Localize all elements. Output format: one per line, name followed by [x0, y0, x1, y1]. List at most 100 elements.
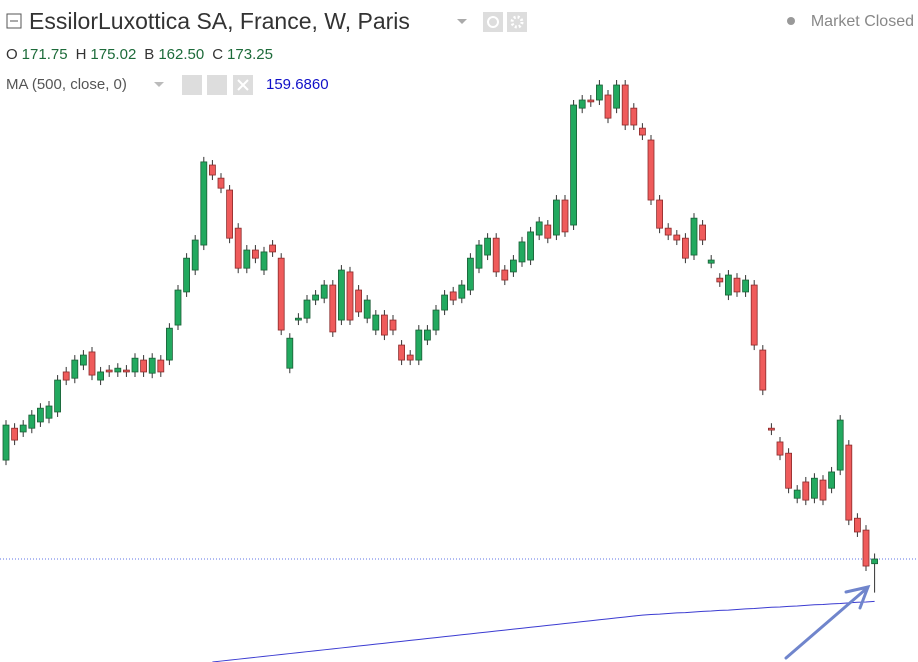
candle-body [389, 319, 397, 331]
candle-body [200, 161, 208, 246]
candle-body [277, 257, 285, 331]
candle-body [105, 369, 113, 373]
candle-body [406, 354, 414, 361]
candle-body [37, 407, 44, 423]
candle-body [234, 227, 242, 269]
candle-body [363, 299, 371, 319]
candle-body [28, 414, 36, 429]
candle-body [165, 327, 173, 361]
dropdown-icon[interactable] [457, 19, 467, 24]
candle-body [647, 139, 655, 201]
collapse-button[interactable] [6, 13, 22, 29]
ohlc-value: 175.02 [90, 46, 136, 63]
ohlc-key: H [76, 46, 87, 63]
candle-body [475, 244, 483, 269]
candle-body [191, 239, 199, 271]
candle-body [707, 259, 715, 264]
market-status: Market Closed [811, 13, 914, 30]
candle-body [613, 84, 620, 109]
candle-body [312, 294, 320, 301]
gear-icon [510, 15, 524, 29]
candle-body [682, 237, 689, 259]
candle-body [466, 257, 474, 291]
candle-body [45, 405, 53, 419]
settings-button[interactable] [507, 12, 527, 32]
candle-body [54, 379, 61, 413]
candle-body [802, 481, 810, 501]
candle-body [639, 127, 646, 136]
candle-body [380, 314, 388, 336]
candle-body [217, 177, 225, 189]
ma-value: 159.6860 [266, 76, 329, 93]
chart-title: EssilorLuxottica SA, France, W, Paris [29, 8, 410, 34]
candle-body [294, 317, 302, 321]
candle-body [578, 99, 586, 109]
ohlc-key: B [144, 46, 154, 63]
ohlc-value: 173.25 [227, 46, 273, 63]
candle-body [346, 271, 354, 321]
candle-body [226, 189, 234, 239]
candle-body [492, 237, 500, 273]
candle-body [785, 452, 792, 489]
candle-body [587, 99, 595, 103]
candle-body [123, 369, 130, 373]
settings-button[interactable] [207, 75, 227, 95]
candle-body [157, 359, 165, 373]
status-dot [787, 17, 795, 25]
candle-body [673, 234, 681, 241]
candle-body [699, 224, 706, 241]
candle-body [71, 359, 79, 379]
candle-body [140, 359, 148, 373]
candle-body [441, 294, 449, 311]
candle-body [509, 259, 517, 273]
candle-body [286, 337, 294, 369]
candle-body [2, 424, 10, 461]
dropdown-icon[interactable] [154, 82, 164, 87]
candle-body [544, 224, 552, 239]
ma-label: MA (500, close, 0) [6, 76, 127, 93]
candle-body [750, 284, 758, 346]
candle-body [303, 299, 311, 319]
close-icon [237, 79, 249, 91]
candle-body [518, 241, 526, 263]
candle-body [320, 284, 328, 299]
candle-body [484, 237, 492, 256]
candle-body [398, 344, 406, 361]
candle-body [260, 251, 268, 271]
candle-body [449, 291, 457, 301]
candle-body [776, 441, 784, 456]
candle-body [733, 277, 741, 293]
ohlc-value: 171.75 [22, 46, 68, 63]
candle-body [432, 309, 440, 331]
candle-body [97, 371, 104, 381]
candle-body [208, 164, 216, 176]
candle-body [269, 244, 277, 253]
candle-body [251, 249, 259, 259]
candle-body [664, 227, 672, 236]
candle-body [768, 427, 775, 431]
ohlc-legend: O 171.75 H 175.02 B 162.50 C 173.25 [6, 46, 273, 63]
moving-average-line [212, 600, 875, 662]
annotation-arrow [784, 584, 871, 660]
visibility-button[interactable] [182, 75, 202, 95]
candle-body [828, 471, 835, 489]
ohlc-key: C [212, 46, 223, 63]
candle-body [811, 477, 818, 499]
candle-body [621, 84, 629, 126]
candle-body [329, 284, 337, 333]
candle-body [11, 427, 19, 441]
candle-body [415, 329, 423, 361]
candle-body [458, 284, 466, 299]
candle-body [854, 517, 861, 533]
candle-body [527, 231, 534, 261]
visibility-button[interactable] [483, 12, 503, 32]
candle-body [596, 84, 603, 101]
candle-body [148, 357, 156, 374]
candle-body [725, 274, 732, 296]
candle-body [656, 199, 663, 229]
candle-body [871, 558, 878, 565]
candle-body [716, 277, 724, 283]
candle-body [836, 419, 844, 471]
